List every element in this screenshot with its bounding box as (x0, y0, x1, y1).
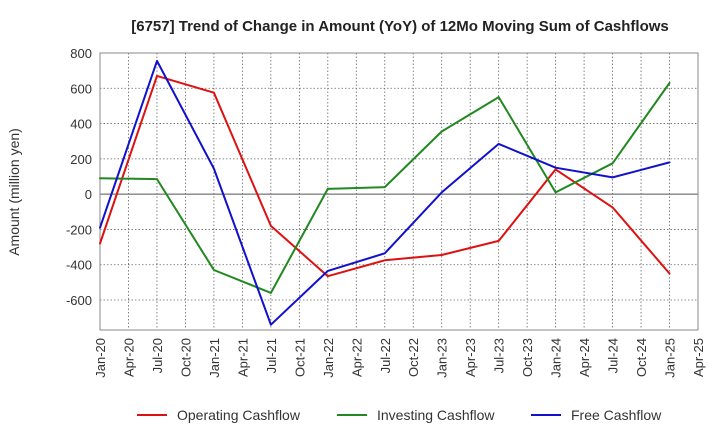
x-tick-label: Apr-21 (235, 338, 250, 377)
y-tick-label: 200 (70, 152, 92, 167)
x-tick-label: Jul-24 (606, 338, 621, 373)
x-tick-label: Oct-24 (634, 338, 649, 377)
y-tick-label: 0 (85, 187, 92, 202)
y-tick-label: 800 (70, 46, 92, 61)
legend: Operating Cashflow Investing Cashflow Free… (137, 407, 662, 423)
x-tick-label: Oct-21 (292, 338, 307, 377)
series-line-investing-cashflow (99, 82, 671, 294)
y-tick-label: -600 (66, 293, 92, 308)
x-tick-label: Jan-25 (663, 338, 678, 378)
y-tick-label: -400 (66, 258, 92, 273)
x-tick-label: Jan-22 (321, 338, 336, 378)
x-tick-label: Apr-20 (121, 338, 136, 377)
x-tick-label: Jan-23 (435, 338, 450, 378)
x-tick-label: Jul-20 (150, 338, 165, 373)
x-tick-label: Jul-22 (378, 338, 393, 373)
series-line-free-cashflow (99, 59, 671, 326)
x-tick-label: Oct-22 (406, 338, 421, 377)
x-tick-label: Apr-22 (349, 338, 364, 377)
y-tick-label: 400 (70, 117, 92, 132)
x-tick-label: Jul-21 (264, 338, 279, 373)
x-tick-label: Oct-23 (520, 338, 535, 377)
x-tick-label: Apr-24 (577, 338, 592, 377)
legend-label-operating-cashflow: Operating Cashflow (177, 407, 301, 423)
plot-background (100, 53, 698, 330)
x-tick-label: Apr-25 (691, 338, 706, 377)
plot-border (99, 52, 699, 331)
x-tick-label: Apr-23 (463, 338, 478, 377)
x-tick-label: Jan-24 (549, 338, 564, 378)
x-tick-label: Jan-20 (93, 338, 108, 378)
x-tick-label: Jan-21 (207, 338, 222, 378)
legend-label-free-cashflow: Free Cashflow (571, 407, 662, 423)
legend-label-investing-cashflow: Investing Cashflow (377, 407, 495, 423)
y-tick-label: -200 (66, 222, 92, 237)
x-tick-label: Oct-20 (178, 338, 193, 377)
plot-area: 800 600 400 200 0 -200 -400 -600 Jan-20 Apr-20 Jul… (66, 46, 706, 378)
y-tick-label: 600 (70, 81, 92, 96)
y-axis-label: Amount (million yen) (6, 128, 22, 256)
x-tick-label: Jul-23 (492, 338, 507, 373)
chart-title: [6757] Trend of Change in Amount (YoY) o… (131, 18, 669, 35)
